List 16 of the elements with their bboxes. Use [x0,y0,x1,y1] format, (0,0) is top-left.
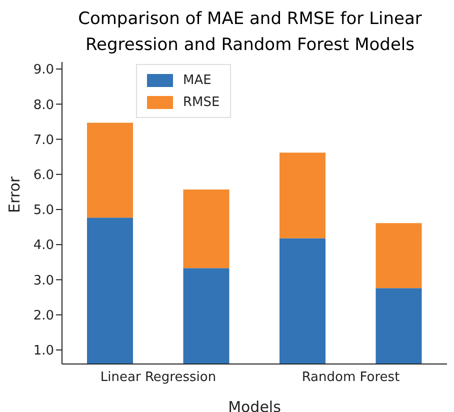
y-tick-label: 1.0 [33,344,54,359]
text: Random Forest [300,370,401,385]
y-tick-label: 8.0 [33,98,54,113]
chart-title: Comparison of MAE and RMSE for Linear Regression and Random Forest Models [77,8,423,57]
y-tick-label: 6.0 [33,168,54,183]
y-tick-label: 4.0 [33,238,54,254]
y-axis-title: Error [5,176,24,213]
y-tick-label: 5.0 [33,203,54,218]
text: Linear Regression [99,370,218,385]
y-tick-label: 7.0 [33,132,54,148]
y-tick-label: 2.0 [33,308,54,324]
y-tick-label: 3.0 [33,273,54,288]
legend-label: RMSE [183,94,220,110]
legend-label: MAE [183,72,212,88]
y-tick-label: 9.0 [33,62,54,78]
x-axis-title: Models [228,398,282,412]
